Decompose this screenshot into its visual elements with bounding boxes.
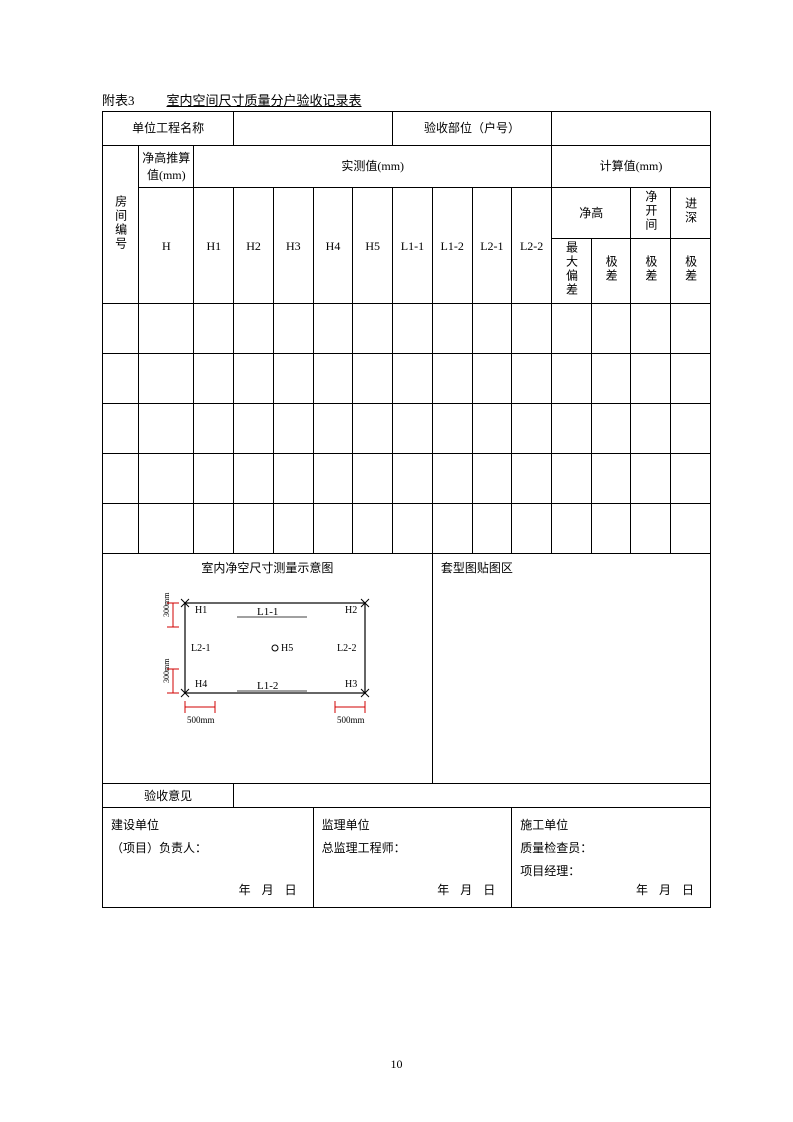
record-table: 单位工程名称 验收部位（户号） 房间编号 净高推算值(mm) 实测值(mm) 计…	[102, 111, 711, 908]
accept-part-label: 验收部位（户号）	[393, 112, 552, 146]
col-jicha2: 极差	[631, 239, 671, 304]
diagram-right: 套型图贴图区	[432, 554, 710, 784]
lbl-H4: H4	[195, 679, 207, 690]
page-number: 10	[0, 1057, 793, 1072]
lbl-H2: H2	[345, 605, 357, 616]
col-measured: 实测值(mm)	[194, 146, 552, 188]
col-L22: L2-2	[512, 188, 552, 304]
lbl-H3: H3	[345, 679, 357, 690]
table-row	[103, 354, 711, 404]
lbl-L12: L1-2	[257, 680, 278, 692]
col-jicha1: 极差	[591, 239, 631, 304]
lbl-L21: L2-1	[191, 643, 210, 654]
opinion-value	[234, 784, 711, 808]
appendix-label: 附表3	[102, 90, 135, 109]
diagram-left-title: 室内净空尺寸测量示意图	[111, 560, 424, 576]
room-diagram-svg: H1 H2 H3 H4 H5 L1-1 L1-2 L2-1 L2-2	[137, 583, 397, 753]
col-L12: L1-2	[432, 188, 472, 304]
project-name-value	[234, 112, 393, 146]
lbl-H1: H1	[195, 605, 207, 616]
col-max-dev: 最大偏差	[551, 239, 591, 304]
col-jinshen: 进深	[671, 188, 711, 239]
sig-build: 建设单位 （项目）负责人： 年 月 日	[103, 808, 314, 908]
sig-supervise: 监理单位 总监理工程师： 年 月 日	[313, 808, 512, 908]
main-title: 室内空间尺寸质量分户验收记录表	[167, 90, 362, 109]
col-jicha3: 极差	[671, 239, 711, 304]
col-H3: H3	[273, 188, 313, 304]
lbl-500a: 500mm	[187, 715, 215, 725]
table-row	[103, 404, 711, 454]
table-row	[103, 304, 711, 354]
col-calculated: 计算值(mm)	[551, 146, 710, 188]
lbl-500b: 500mm	[337, 715, 365, 725]
lbl-L22: L2-2	[337, 643, 356, 654]
sig-construct: 施工单位 质量检查员： 项目经理： 年 月 日	[512, 808, 711, 908]
col-L11: L1-1	[393, 188, 433, 304]
col-H2: H2	[234, 188, 274, 304]
lbl-300a: 300mm	[162, 591, 171, 616]
col-jingkaijian: 净开间	[631, 188, 671, 239]
col-room-no: 房间编号	[103, 146, 139, 304]
col-H4: H4	[313, 188, 353, 304]
col-H5: H5	[353, 188, 393, 304]
opinion-label: 验收意见	[103, 784, 234, 808]
lbl-300b: 300mm	[162, 657, 171, 682]
project-name-label: 单位工程名称	[103, 112, 234, 146]
col-L21: L2-1	[472, 188, 512, 304]
diagram-left: 室内净空尺寸测量示意图 H1 H2	[103, 554, 433, 784]
col-est-height: 净高推算值(mm)	[139, 146, 194, 188]
col-jinggao: 净高	[551, 188, 630, 239]
lbl-L11: L1-1	[257, 606, 278, 618]
table-row	[103, 454, 711, 504]
diagram-right-title: 套型图贴图区	[441, 560, 702, 576]
accept-part-value	[551, 112, 710, 146]
table-row	[103, 504, 711, 554]
col-H: H	[139, 188, 194, 304]
lbl-H5: H5	[281, 643, 293, 654]
col-H1: H1	[194, 188, 234, 304]
